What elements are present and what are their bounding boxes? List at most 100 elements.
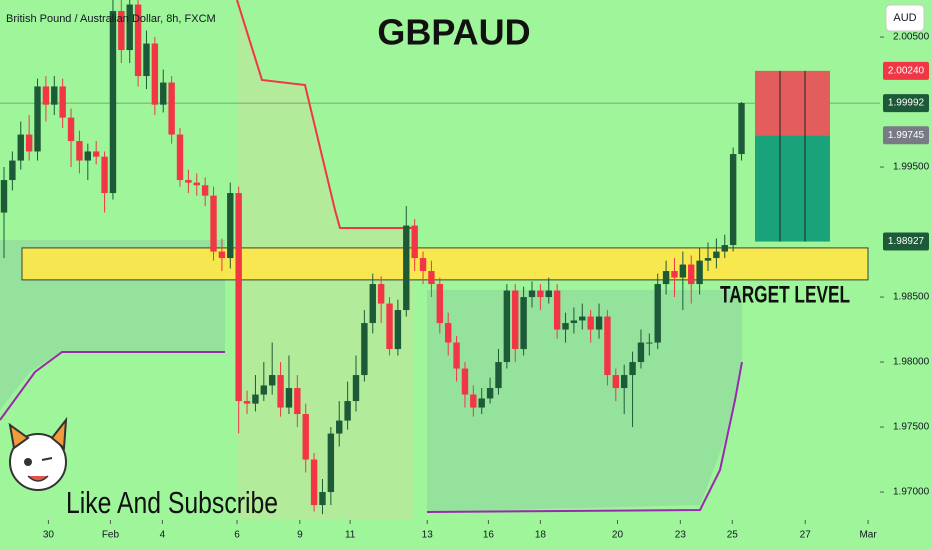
candle-body	[243, 401, 251, 404]
candle-body	[134, 4, 142, 77]
candle-body	[444, 323, 452, 343]
candle-body	[696, 260, 703, 285]
candle-body	[369, 284, 376, 324]
price-label-box	[883, 126, 929, 145]
candle-body	[76, 141, 83, 161]
y-tick-label: 2.00500	[893, 32, 930, 43]
x-tick-label: 9	[297, 530, 303, 541]
candle-body	[59, 86, 66, 118]
candle-body	[595, 316, 603, 330]
indicator-area	[0, 240, 225, 410]
annotation: Like And Subscribe	[66, 485, 278, 520]
candle-body	[537, 290, 544, 298]
candle-body	[528, 290, 536, 298]
candle-body	[277, 375, 284, 408]
y-tick-label: 1.98000	[893, 357, 930, 368]
candle-body	[503, 290, 511, 363]
candle-body	[168, 82, 175, 135]
position-reward	[755, 135, 830, 242]
y-tick-label: 1.97500	[893, 422, 930, 433]
indicator-line	[0, 351, 225, 421]
candle-body	[126, 4, 133, 51]
currency: AUD	[893, 12, 916, 24]
candle-body	[470, 394, 477, 408]
candle-body	[327, 433, 335, 493]
candle-body	[151, 43, 159, 105]
candle-body	[671, 271, 678, 278]
y-tick-label: 1.97000	[893, 487, 930, 498]
price-label-box	[883, 232, 929, 251]
annotation: TARGET LEVEL	[720, 281, 850, 308]
candle-body	[51, 86, 58, 105]
mascot	[8, 416, 68, 491]
candle-body	[377, 284, 385, 304]
candle-body	[662, 271, 670, 285]
candle-body	[227, 193, 234, 259]
x-tick-label: Mar	[859, 530, 877, 541]
target-zone	[21, 247, 869, 281]
candle-body	[461, 368, 469, 395]
candle-body	[143, 43, 150, 77]
candle-body	[42, 86, 50, 105]
price-label: 1.99992	[888, 98, 925, 109]
currency-box	[885, 4, 925, 32]
candle-body	[310, 459, 318, 506]
candle-body	[185, 180, 192, 183]
candle-body	[436, 284, 444, 324]
candle-body	[118, 11, 125, 51]
price-label: 2.00240	[888, 65, 925, 76]
y-tick-label: 1.98500	[893, 292, 930, 303]
candle-body	[160, 82, 167, 105]
candle-body	[512, 290, 519, 350]
candle-body	[9, 160, 16, 181]
candle-body	[704, 258, 712, 261]
candle-body	[319, 492, 326, 506]
candle-body	[386, 303, 393, 350]
price-label: 1.98927	[888, 236, 925, 247]
candle-body	[738, 103, 745, 155]
candle-body	[428, 271, 435, 285]
candle-body	[562, 323, 569, 330]
x-tick-label: 16	[483, 530, 495, 541]
x-tick-label: 18	[535, 530, 547, 541]
candle-body	[84, 151, 92, 161]
indicator-line	[236, 0, 413, 229]
candle-body	[17, 134, 24, 161]
candle-body	[721, 245, 728, 252]
candle-body	[478, 398, 485, 408]
candle-body	[545, 290, 552, 298]
price-label-box	[883, 94, 929, 113]
candle-body	[612, 375, 620, 389]
candle-body	[0, 180, 8, 213]
candle-body	[285, 388, 293, 408]
position-risk	[755, 70, 830, 136]
x-tick-label: 30	[43, 530, 55, 541]
candle-body	[713, 251, 720, 259]
candle-body	[520, 297, 527, 350]
candle-body	[25, 134, 33, 152]
x-tick-label: 6	[234, 530, 240, 541]
candle-body	[109, 11, 117, 194]
candle-body	[176, 134, 184, 181]
symbol-info: British Pound / Australian Dollar, 8h, F…	[6, 13, 216, 25]
candle-body	[486, 388, 494, 399]
candle-body	[604, 316, 611, 376]
candle-body	[352, 375, 360, 402]
candle-body	[495, 362, 502, 389]
candle-body	[193, 182, 200, 186]
candle-body	[453, 342, 460, 369]
candle-body	[344, 401, 351, 421]
indicator-line	[426, 361, 743, 513]
candle-body	[679, 264, 687, 278]
price-label: 1.99745	[888, 130, 925, 141]
candle-body	[419, 258, 427, 272]
candle-body	[252, 394, 259, 404]
candle-body	[201, 185, 209, 196]
candle-body	[34, 86, 41, 152]
x-tick-label: 20	[612, 530, 624, 541]
x-tick-label: 4	[160, 530, 166, 541]
price-label-box	[883, 61, 929, 80]
candle-body	[553, 290, 561, 330]
x-tick-label: Feb	[102, 530, 120, 541]
